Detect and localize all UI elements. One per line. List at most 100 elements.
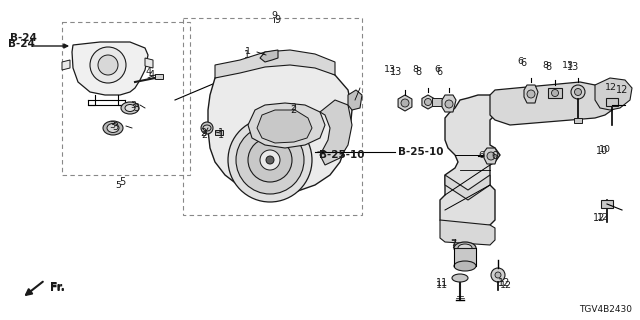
Ellipse shape — [454, 261, 476, 271]
Ellipse shape — [107, 124, 119, 132]
Text: 3: 3 — [112, 122, 118, 132]
Text: TGV4B2430: TGV4B2430 — [579, 305, 632, 314]
Bar — [215, 130, 223, 135]
Polygon shape — [484, 148, 498, 164]
Polygon shape — [208, 60, 352, 194]
Ellipse shape — [125, 105, 135, 111]
Bar — [62, 22, 190, 175]
Text: B-24: B-24 — [8, 39, 35, 49]
Polygon shape — [260, 50, 278, 62]
Text: 1: 1 — [245, 47, 251, 57]
Circle shape — [201, 122, 213, 134]
Text: 12: 12 — [593, 213, 605, 223]
Text: B-25-10: B-25-10 — [398, 147, 444, 157]
Circle shape — [236, 126, 304, 194]
Text: 8: 8 — [545, 62, 551, 72]
Polygon shape — [215, 50, 335, 78]
Bar — [183, 18, 362, 215]
Text: 9: 9 — [271, 12, 277, 20]
Polygon shape — [248, 103, 325, 148]
Text: 12: 12 — [616, 85, 628, 95]
Text: 13: 13 — [390, 67, 403, 77]
Bar — [454, 248, 476, 266]
Polygon shape — [445, 175, 490, 200]
Circle shape — [491, 268, 505, 282]
Text: 6: 6 — [434, 66, 440, 75]
Circle shape — [90, 47, 126, 83]
Circle shape — [571, 85, 585, 99]
Polygon shape — [320, 100, 352, 165]
Circle shape — [260, 150, 280, 170]
Text: 10: 10 — [599, 146, 611, 155]
Ellipse shape — [203, 125, 211, 131]
Circle shape — [424, 99, 431, 106]
Circle shape — [487, 152, 495, 160]
Text: 1: 1 — [218, 128, 224, 138]
Text: 2: 2 — [201, 132, 207, 140]
Text: B-24: B-24 — [10, 33, 37, 43]
Text: 8: 8 — [412, 66, 418, 75]
Text: 1: 1 — [244, 50, 250, 60]
Ellipse shape — [121, 102, 139, 114]
Polygon shape — [442, 95, 456, 112]
Circle shape — [445, 100, 453, 108]
Text: 12: 12 — [500, 281, 512, 290]
Bar — [155, 74, 163, 79]
Ellipse shape — [103, 121, 123, 135]
Text: 11: 11 — [436, 281, 448, 290]
Circle shape — [401, 99, 409, 107]
Text: 3: 3 — [130, 101, 136, 110]
Circle shape — [575, 89, 582, 95]
Circle shape — [495, 272, 501, 278]
Polygon shape — [62, 60, 70, 70]
Circle shape — [228, 118, 312, 202]
Text: 6: 6 — [520, 58, 526, 68]
Text: 11: 11 — [436, 278, 448, 288]
Text: 6: 6 — [517, 58, 523, 67]
Text: 3: 3 — [109, 121, 115, 130]
Text: 12: 12 — [498, 278, 510, 288]
Text: Fr.: Fr. — [50, 282, 65, 292]
Polygon shape — [524, 85, 538, 103]
Text: 2: 2 — [290, 102, 296, 111]
Polygon shape — [440, 95, 500, 230]
Text: 4: 4 — [149, 70, 155, 80]
Text: 7: 7 — [450, 240, 456, 250]
Bar — [574, 118, 582, 123]
Ellipse shape — [452, 274, 468, 282]
Circle shape — [248, 138, 292, 182]
Text: 12: 12 — [597, 213, 609, 222]
Bar — [601, 200, 613, 208]
Polygon shape — [440, 220, 495, 245]
Text: 2: 2 — [200, 128, 206, 138]
Bar — [606, 98, 618, 106]
Text: 6: 6 — [436, 67, 442, 77]
Text: 4: 4 — [146, 68, 152, 76]
Polygon shape — [490, 82, 618, 125]
Text: 2: 2 — [290, 105, 296, 115]
Polygon shape — [595, 78, 632, 110]
Circle shape — [552, 90, 559, 97]
Text: 7: 7 — [450, 238, 456, 247]
Circle shape — [266, 156, 274, 164]
Text: Fr.: Fr. — [50, 283, 65, 293]
Polygon shape — [145, 58, 153, 68]
Text: 10: 10 — [596, 146, 608, 156]
Polygon shape — [257, 110, 312, 143]
Bar — [432, 98, 442, 106]
Circle shape — [527, 90, 535, 98]
Ellipse shape — [454, 242, 476, 254]
Text: B-25-10: B-25-10 — [319, 150, 365, 160]
Ellipse shape — [458, 244, 472, 252]
Text: 9: 9 — [274, 15, 280, 25]
Text: 8: 8 — [415, 67, 421, 77]
Polygon shape — [72, 42, 148, 95]
Polygon shape — [348, 90, 362, 110]
Text: 3: 3 — [133, 103, 139, 113]
Text: 1: 1 — [218, 132, 224, 140]
Text: 6: 6 — [478, 151, 484, 161]
Text: 5: 5 — [115, 180, 121, 189]
Text: 13: 13 — [562, 61, 574, 70]
Text: 13: 13 — [567, 62, 579, 72]
Text: 13: 13 — [384, 66, 396, 75]
